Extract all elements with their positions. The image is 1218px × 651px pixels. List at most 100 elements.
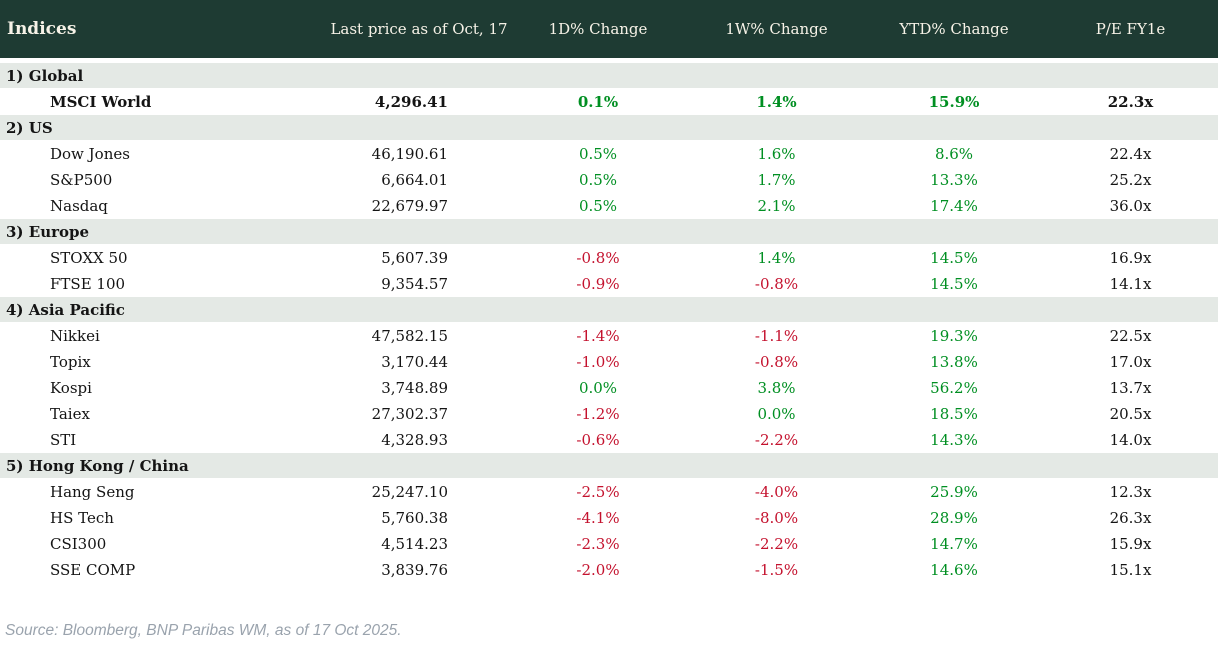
pe-ratio-cell: 14.0x — [1109, 431, 1152, 449]
column-header-1w-change: 1W% Change — [725, 20, 828, 38]
index-name-cell: Kospi — [50, 379, 92, 397]
1w-change-cell: 0.0% — [757, 405, 796, 423]
index-name-cell: Taiex — [50, 405, 90, 423]
ytd-change-cell: 17.4% — [930, 197, 978, 215]
1d-change-cell: -0.6% — [576, 431, 620, 449]
1w-change-cell: -0.8% — [754, 353, 799, 371]
table-row: Nikkei 47,582.15 -1.4% -1.1% 19.3% 22.5x — [0, 323, 1218, 349]
ytd-change-cell: 56.2% — [930, 379, 978, 397]
1d-change-cell: -2.3% — [576, 535, 620, 553]
table-row: S&P500 6,664.01 0.5% 1.7% 13.3% 25.2x — [0, 167, 1218, 193]
index-name-cell: STOXX 50 — [50, 249, 128, 267]
1d-change-cell: -2.0% — [576, 561, 620, 579]
index-name-cell: SSE COMP — [50, 561, 136, 579]
last-price-cell: 25,247.10 — [371, 483, 448, 501]
ytd-change-cell: 14.7% — [930, 535, 978, 553]
last-price-cell: 47,582.15 — [371, 327, 448, 345]
1w-change-cell: -8.0% — [754, 509, 799, 527]
1w-change-cell: 1.6% — [757, 145, 796, 163]
section-label: 3) Europe — [6, 222, 90, 241]
1d-change-cell: -0.9% — [576, 275, 620, 293]
last-price-cell: 9,354.57 — [381, 275, 448, 293]
table-row: SSE COMP 3,839.76 -2.0% -1.5% 14.6% 15.1x — [0, 557, 1218, 583]
1d-change-cell: -1.0% — [576, 353, 620, 371]
column-header-last-price: Last price as of Oct, 17 — [330, 20, 508, 38]
index-name-cell: S&P500 — [50, 171, 113, 189]
pe-ratio-cell: 36.0x — [1109, 197, 1152, 215]
table-row: Nasdaq 22,679.97 0.5% 2.1% 17.4% 36.0x — [0, 193, 1218, 219]
section-label: 5) Hong Kong / China — [6, 456, 189, 475]
section-label: 1) Global — [6, 66, 84, 85]
1w-change-cell: -2.2% — [754, 535, 799, 553]
1w-change-cell: 3.8% — [757, 379, 796, 397]
table-body: 1) Global MSCI World 4,296.41 0.1% 1.4% 15.9%… — [0, 63, 1218, 583]
last-price-cell: 5,760.38 — [381, 509, 448, 527]
1d-change-cell: -0.8% — [576, 249, 620, 267]
index-name-cell: Hang Seng — [50, 483, 135, 501]
last-price-cell: 3,748.89 — [381, 379, 448, 397]
table-row: MSCI World 4,296.41 0.1% 1.4% 15.9% 22.3x — [0, 89, 1218, 115]
pe-ratio-cell: 16.9x — [1109, 249, 1152, 267]
section-header-row: 2) US — [0, 115, 1218, 141]
table-row: Dow Jones 46,190.61 0.5% 1.6% 8.6% 22.4x — [0, 141, 1218, 167]
pe-ratio-cell: 20.5x — [1109, 405, 1152, 423]
last-price-cell: 4,514.23 — [381, 535, 448, 553]
ytd-change-cell: 15.9% — [928, 93, 980, 111]
1d-change-cell: 0.1% — [577, 93, 619, 111]
last-price-cell: 3,839.76 — [381, 561, 448, 579]
last-price-cell: 4,296.41 — [374, 93, 448, 111]
section-header-row: 1) Global — [0, 63, 1218, 89]
index-name-cell: Topix — [50, 353, 91, 371]
1d-change-cell: 0.5% — [578, 171, 618, 189]
1w-change-cell: 1.4% — [757, 249, 796, 267]
table-row: STOXX 50 5,607.39 -0.8% 1.4% 14.5% 16.9x — [0, 245, 1218, 271]
pe-ratio-cell: 17.0x — [1109, 353, 1152, 371]
section-header-row: 5) Hong Kong / China — [0, 453, 1218, 479]
1d-change-cell: -1.2% — [576, 405, 620, 423]
index-name-cell: Dow Jones — [50, 145, 130, 163]
ytd-change-cell: 19.3% — [930, 327, 978, 345]
index-name-cell: MSCI World — [50, 93, 152, 111]
section-label: 2) US — [6, 118, 53, 137]
pe-ratio-cell: 15.1x — [1109, 561, 1152, 579]
last-price-cell: 5,607.39 — [381, 249, 448, 267]
table-title: Indices — [7, 19, 77, 39]
last-price-cell: 4,328.93 — [381, 431, 448, 449]
1d-change-cell: -2.5% — [576, 483, 620, 501]
table-row: Taiex 27,302.37 -1.2% 0.0% 18.5% 20.5x — [0, 401, 1218, 427]
1w-change-cell: 1.4% — [756, 93, 797, 111]
index-name-cell: FTSE 100 — [50, 275, 126, 293]
index-name-cell: CSI300 — [50, 535, 107, 553]
pe-ratio-cell: 14.1x — [1109, 275, 1152, 293]
pe-ratio-cell: 15.9x — [1109, 535, 1152, 553]
pe-ratio-cell: 12.3x — [1109, 483, 1152, 501]
last-price-cell: 27,302.37 — [371, 405, 448, 423]
table-row: FTSE 100 9,354.57 -0.9% -0.8% 14.5% 14.1x — [0, 271, 1218, 297]
table-row: Kospi 3,748.89 0.0% 3.8% 56.2% 13.7x — [0, 375, 1218, 401]
table-row: HS Tech 5,760.38 -4.1% -8.0% 28.9% 26.3x — [0, 505, 1218, 531]
section-header-row: 3) Europe — [0, 219, 1218, 245]
section-header-row: 4) Asia Pacific — [0, 297, 1218, 323]
ytd-change-cell: 13.3% — [930, 171, 978, 189]
column-header-1d-change: 1D% Change — [548, 20, 648, 38]
table-row: STI 4,328.93 -0.6% -2.2% 14.3% 14.0x — [0, 427, 1218, 453]
pe-ratio-cell: 25.2x — [1109, 171, 1152, 189]
index-name-cell: STI — [50, 431, 77, 449]
1w-change-cell: -0.8% — [754, 275, 799, 293]
1d-change-cell: 0.5% — [578, 145, 618, 163]
1w-change-cell: -1.5% — [754, 561, 799, 579]
column-header-ytd-change: YTD% Change — [899, 20, 1009, 38]
table-row: Topix 3,170.44 -1.0% -0.8% 13.8% 17.0x — [0, 349, 1218, 375]
ytd-change-cell: 28.9% — [930, 509, 978, 527]
1w-change-cell: -2.2% — [754, 431, 799, 449]
1w-change-cell: -1.1% — [754, 327, 799, 345]
1w-change-cell: -4.0% — [754, 483, 799, 501]
table-row: Hang Seng 25,247.10 -2.5% -4.0% 25.9% 12.3x — [0, 479, 1218, 505]
last-price-cell: 46,190.61 — [371, 145, 448, 163]
pe-ratio-cell: 22.4x — [1109, 145, 1152, 163]
1w-change-cell: 2.1% — [757, 197, 796, 215]
section-label: 4) Asia Pacific — [6, 300, 125, 319]
index-name-cell: Nasdaq — [50, 197, 108, 215]
ytd-change-cell: 18.5% — [930, 405, 978, 423]
